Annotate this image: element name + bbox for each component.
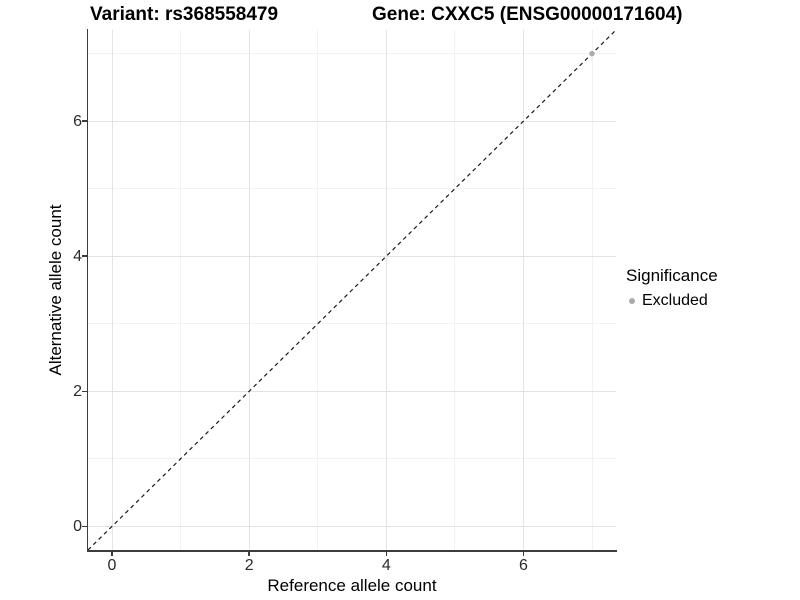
y-axis-tick [82, 255, 87, 257]
gridline-x-minor [180, 30, 182, 550]
gridline-y-minor [88, 53, 616, 55]
plot-canvas [88, 30, 616, 550]
gridline-x-major [522, 30, 524, 550]
y-tick-label: 0 [73, 517, 82, 535]
gridline-y-major [88, 255, 616, 257]
x-axis-tick [385, 551, 388, 556]
gridline-y-minor [88, 323, 616, 325]
x-axis-line [86, 550, 617, 552]
gridline-x-major [248, 30, 250, 550]
gridline-x-major [111, 30, 113, 550]
legend-item-label: Excluded [642, 292, 708, 309]
legend-title: Significance [626, 266, 718, 285]
gridline-y-minor [88, 458, 616, 460]
gridline-y-minor [88, 188, 616, 190]
x-axis-tick [248, 551, 250, 556]
x-tick-label: 0 [107, 557, 117, 574]
y-axis-line [86, 29, 88, 552]
x-tick-label: 4 [381, 557, 391, 574]
gridline-x-major [385, 30, 387, 550]
y-axis-tick [82, 120, 87, 122]
x-tick-label: 2 [244, 557, 254, 574]
legend-items: Excluded [626, 291, 718, 311]
gridline-x-minor [317, 30, 319, 550]
plot-panel [88, 30, 616, 550]
gridline-y-major [88, 120, 616, 122]
y-tick-label: 6 [73, 112, 82, 130]
plot-title-variant: Variant: rs368558479 [90, 4, 279, 25]
gridline-y-major [88, 525, 616, 527]
y-axis-tick [82, 525, 87, 528]
y-axis-tick [82, 390, 87, 393]
x-axis-tick [111, 551, 113, 556]
gridline-y-major [88, 390, 616, 392]
y-axis-label: Alternative allele count [46, 204, 65, 376]
x-tick-label: 6 [518, 557, 528, 574]
y-tick-label: 2 [73, 382, 82, 400]
plot-title-gene: Gene: CXXC5 (ENSG00000171604) [372, 4, 683, 25]
x-axis-tick [522, 551, 525, 556]
y-tick-label: 4 [73, 247, 82, 265]
identity-dashed-line [88, 30, 616, 550]
legend-item: Excluded [626, 291, 718, 311]
legend: Significance Excluded [626, 266, 718, 311]
legend-point-icon [629, 298, 635, 304]
x-axis-label: Reference allele count [267, 576, 437, 595]
gridline-x-minor [591, 30, 593, 550]
gridline-x-minor [454, 30, 456, 550]
data-point [589, 50, 595, 57]
